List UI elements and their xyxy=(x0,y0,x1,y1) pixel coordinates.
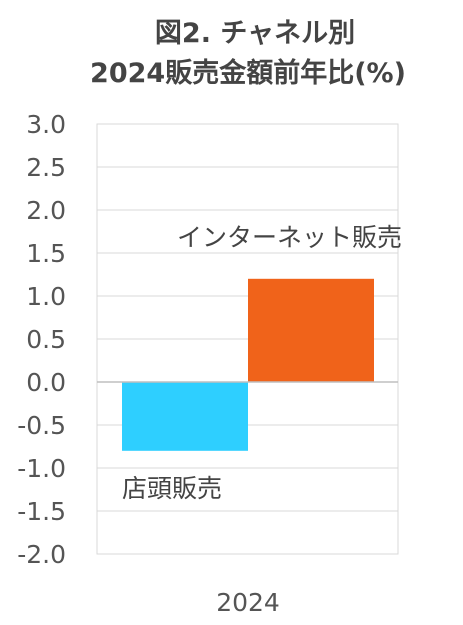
x-category-label: 2024 xyxy=(216,588,280,617)
chart-title-line2: 2024販売金額前年比(%) xyxy=(90,57,406,89)
plot-area: 3.0 2.5 2.0 1.5 1.0 0.5 0.0 -0.5 -1.0 -1.5 -2.0 店頭販… xyxy=(17,110,402,617)
y-tick-label: 0.0 xyxy=(26,368,66,397)
bar-label: 店頭販売 xyxy=(122,474,222,503)
y-tick-label: -1.5 xyxy=(17,497,66,526)
y-tick-label: 2.0 xyxy=(26,196,66,225)
y-tick-label: 1.0 xyxy=(26,282,66,311)
y-tick-label: -0.5 xyxy=(17,411,66,440)
bar-label: インターネット販売 xyxy=(177,223,402,252)
plot-frame xyxy=(96,123,399,555)
y-tick-label: -2.0 xyxy=(17,540,66,569)
y-tick-label: 1.5 xyxy=(26,239,66,268)
chart-title-line1: 図2. チャネル別 xyxy=(155,18,355,49)
y-tick-label: 3.0 xyxy=(26,110,66,139)
y-tick-label: -1.0 xyxy=(17,454,66,483)
bar-internet-sales xyxy=(248,278,374,382)
y-tick-label: 2.5 xyxy=(26,153,66,182)
y-tick-label: 0.5 xyxy=(26,325,66,354)
bar-store-sales xyxy=(122,382,248,451)
